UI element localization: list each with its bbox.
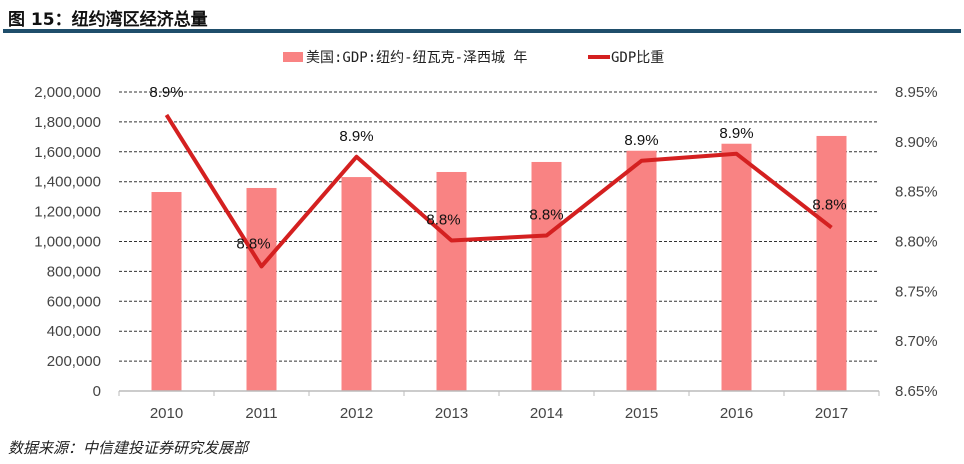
data-source: 数据来源：中信建投证券研究发展部 [8, 439, 249, 457]
figure-title: 图 15：纽约湾区经济总量 [8, 10, 208, 30]
data-label: 8.9% [719, 125, 753, 142]
legend-line-label: GDP比重 [611, 50, 664, 66]
right-tick-label: 8.85% [895, 184, 938, 201]
left-tick-label: 0 [93, 383, 101, 400]
left-tick-label: 1,600,000 [34, 144, 101, 161]
right-tick-label: 8.65% [895, 383, 938, 400]
bar-2017 [816, 135, 847, 391]
left-tick-label: 200,000 [47, 353, 101, 370]
data-label: 8.8% [812, 197, 846, 214]
x-tick-label: 2016 [720, 405, 753, 422]
left-tick-label: 1,000,000 [34, 234, 101, 251]
bar-2011 [246, 187, 277, 391]
left-tick-label: 1,400,000 [34, 174, 101, 191]
x-tick-label: 2010 [150, 405, 183, 422]
x-tick-label: 2014 [530, 405, 563, 422]
data-label: 8.8% [529, 207, 563, 224]
left-tick-label: 400,000 [47, 323, 101, 340]
gdp-share-line [164, 113, 833, 269]
legend-bar-label: 美国:GDP:纽约-纽瓦克-泽西城 年 [306, 50, 527, 66]
x-tick-label: 2015 [625, 405, 658, 422]
x-tick-label: 2017 [815, 405, 848, 422]
data-label: 8.9% [339, 128, 373, 145]
bar-2010 [151, 192, 182, 391]
bar-2016 [721, 143, 752, 391]
right-tick-label: 8.90% [895, 134, 938, 151]
x-tick-label: 2011 [245, 405, 277, 422]
title-divider [3, 29, 961, 33]
right-tick-label: 8.80% [895, 234, 938, 251]
right-tick-label: 8.70% [895, 333, 938, 350]
bar-2012 [341, 177, 372, 391]
bar-2013 [436, 171, 467, 391]
data-label: 8.8% [426, 212, 460, 229]
right-tick-label: 8.95% [895, 84, 938, 101]
right-tick-label: 8.75% [895, 283, 938, 300]
bar-2014 [531, 161, 562, 391]
left-tick-label: 800,000 [47, 263, 101, 280]
bar-2015 [626, 150, 657, 391]
legend-bar-swatch [283, 52, 303, 62]
data-label: 8.9% [624, 132, 658, 149]
x-tick-label: 2013 [435, 405, 468, 422]
left-tick-label: 2,000,000 [34, 84, 101, 101]
left-tick-label: 600,000 [47, 293, 101, 310]
x-tick-label: 2012 [340, 405, 373, 422]
left-tick-label: 1,800,000 [34, 114, 101, 131]
left-tick-label: 1,200,000 [34, 204, 101, 221]
data-label: 8.8% [236, 235, 270, 252]
data-label: 8.9% [149, 84, 183, 101]
